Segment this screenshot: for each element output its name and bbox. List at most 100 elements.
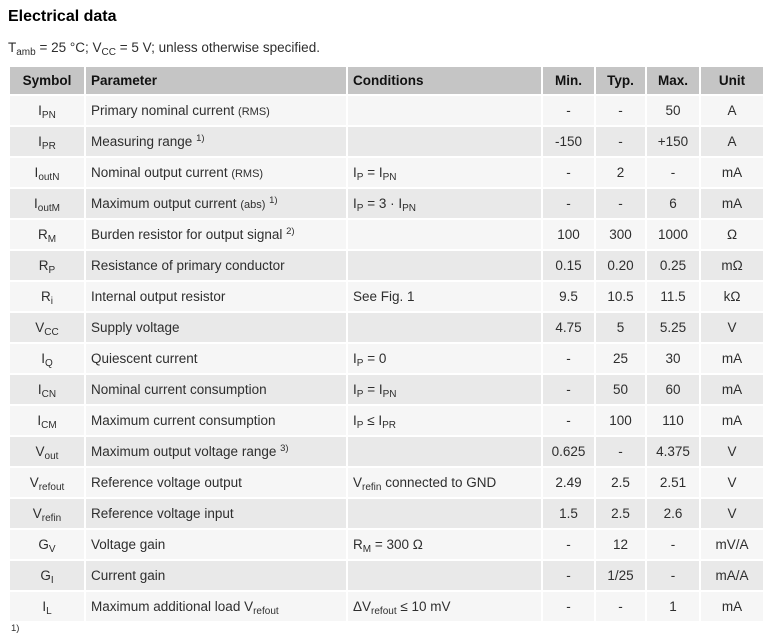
cell-symbol: Vout [10, 437, 84, 466]
cell-unit: Ω [701, 220, 763, 249]
cell-min: - [543, 189, 594, 218]
table-body: IPN Primary nominal current (RMS) - -50 A IPR… [10, 96, 763, 621]
cell-typ: 10.5 [596, 282, 645, 311]
cell-conditions: RM = 300 Ω [348, 530, 541, 559]
cell-conditions [348, 437, 541, 466]
cell-parameter: Internal output resistor [86, 282, 346, 311]
cell-max: +150 [647, 127, 699, 156]
table-header-row: Symbol Parameter Conditions Min. Typ. Max. Uni… [10, 67, 763, 94]
cell-symbol: GV [10, 530, 84, 559]
cell-min: 0.15 [543, 251, 594, 280]
cell-typ: - [596, 592, 645, 621]
cell-conditions: Vrefin connected to GND [348, 468, 541, 497]
cell-symbol: IPR [10, 127, 84, 156]
cell-typ: 0.20 [596, 251, 645, 280]
cell-typ: 2.5 [596, 499, 645, 528]
cell-parameter: Measuring range 1) [86, 127, 346, 156]
cell-parameter: Maximum additional load Vrefout [86, 592, 346, 621]
cell-parameter: Maximum current consumption [86, 406, 346, 435]
cell-max: 0.25 [647, 251, 699, 280]
cell-typ: 2.5 [596, 468, 645, 497]
cell-max: 1000 [647, 220, 699, 249]
table-row: RP Resistance of primary conductor 0.15 0.2… [10, 251, 763, 280]
cell-symbol: IoutM [10, 189, 84, 218]
cell-max: - [647, 561, 699, 590]
cell-min: 4.75 [543, 313, 594, 342]
cell-typ: 50 [596, 375, 645, 404]
cell-conditions: IP = IPN [348, 158, 541, 187]
cell-symbol: Ri [10, 282, 84, 311]
column-header-unit: Unit [701, 67, 763, 94]
cell-parameter: Nominal output current (RMS) [86, 158, 346, 187]
table-row: Vrefin Reference voltage input 1.5 2.5 2.6 V [10, 499, 763, 528]
cell-min: -150 [543, 127, 594, 156]
cell-unit: mA [701, 406, 763, 435]
cell-max: - [647, 158, 699, 187]
cell-parameter: Reference voltage output [86, 468, 346, 497]
table-row: ICM Maximum current consumption IP ≤ IPR -1… [10, 406, 763, 435]
cell-max: 11.5 [647, 282, 699, 311]
cell-typ: 100 [596, 406, 645, 435]
table-row: Ri Internal output resistor See Fig. 1 9.5 1… [10, 282, 763, 311]
cell-max: 6 [647, 189, 699, 218]
cell-parameter: Current gain [86, 561, 346, 590]
cell-min: - [543, 375, 594, 404]
cell-conditions [348, 96, 541, 125]
cell-unit: A [701, 96, 763, 125]
cell-symbol: Vrefin [10, 499, 84, 528]
cell-max: 4.375 [647, 437, 699, 466]
table-row: RM Burden resistor for output signal 2) 10… [10, 220, 763, 249]
cell-symbol: GI [10, 561, 84, 590]
cell-parameter: Burden resistor for output signal 2) [86, 220, 346, 249]
cell-min: 0.625 [543, 437, 594, 466]
table-row: IL Maximum additional load Vrefout ΔVrefou… [10, 592, 763, 621]
cell-min: - [543, 344, 594, 373]
cell-typ: - [596, 96, 645, 125]
cell-conditions: IP ≤ IPR [348, 406, 541, 435]
cell-min: - [543, 561, 594, 590]
cell-min: 9.5 [543, 282, 594, 311]
cell-conditions: IP = IPN [348, 375, 541, 404]
column-header-min: Min. [543, 67, 594, 94]
table-row: Vout Maximum output voltage range 3) 0.625… [10, 437, 763, 466]
page-title: Electrical data [8, 8, 117, 25]
cell-unit: V [701, 313, 763, 342]
cell-typ: 25 [596, 344, 645, 373]
cell-min: - [543, 158, 594, 187]
cell-typ: 5 [596, 313, 645, 342]
table-row: IoutM Maximum output current (abs) 1) IP =… [10, 189, 763, 218]
cell-unit: V [701, 468, 763, 497]
cell-conditions: ΔVrefout ≤ 10 mV [348, 592, 541, 621]
table-row: GI Current gain -1/25- mA/A [10, 561, 763, 590]
cell-parameter: Supply voltage [86, 313, 346, 342]
cell-unit: mA [701, 189, 763, 218]
cell-max: 1 [647, 592, 699, 621]
cell-unit: V [701, 437, 763, 466]
cell-typ: - [596, 189, 645, 218]
cell-parameter: Maximum output voltage range 3) [86, 437, 346, 466]
cell-parameter: Nominal current consumption [86, 375, 346, 404]
electrical-data-table: Symbol Parameter Conditions Min. Typ. Max. Uni… [8, 65, 765, 623]
cell-min: 2.49 [543, 468, 594, 497]
cell-max: 30 [647, 344, 699, 373]
cell-typ: 300 [596, 220, 645, 249]
cell-symbol: IPN [10, 96, 84, 125]
cell-max: 110 [647, 406, 699, 435]
cell-conditions: IP = 3 · IPN [348, 189, 541, 218]
cell-conditions [348, 251, 541, 280]
cell-unit: A [701, 127, 763, 156]
table-row: IPN Primary nominal current (RMS) - -50 A [10, 96, 763, 125]
cell-min: - [543, 96, 594, 125]
cell-min: 1.5 [543, 499, 594, 528]
table-row: IoutN Nominal output current (RMS) IP = IP… [10, 158, 763, 187]
table-row: ICN Nominal current consumption IP = IPN -5… [10, 375, 763, 404]
test-conditions-note: Tamb = 25 °C; VCC = 5 V; unless otherwis… [8, 40, 320, 58]
cell-typ: 1/25 [596, 561, 645, 590]
cell-max: - [647, 530, 699, 559]
cell-max: 2.51 [647, 468, 699, 497]
column-header-parameter: Parameter [86, 67, 346, 94]
table-row: IPR Measuring range 1) -150- +150 A [10, 127, 763, 156]
cell-conditions [348, 127, 541, 156]
table-row: Vrefout Reference voltage output Vrefin co… [10, 468, 763, 497]
cell-conditions [348, 499, 541, 528]
